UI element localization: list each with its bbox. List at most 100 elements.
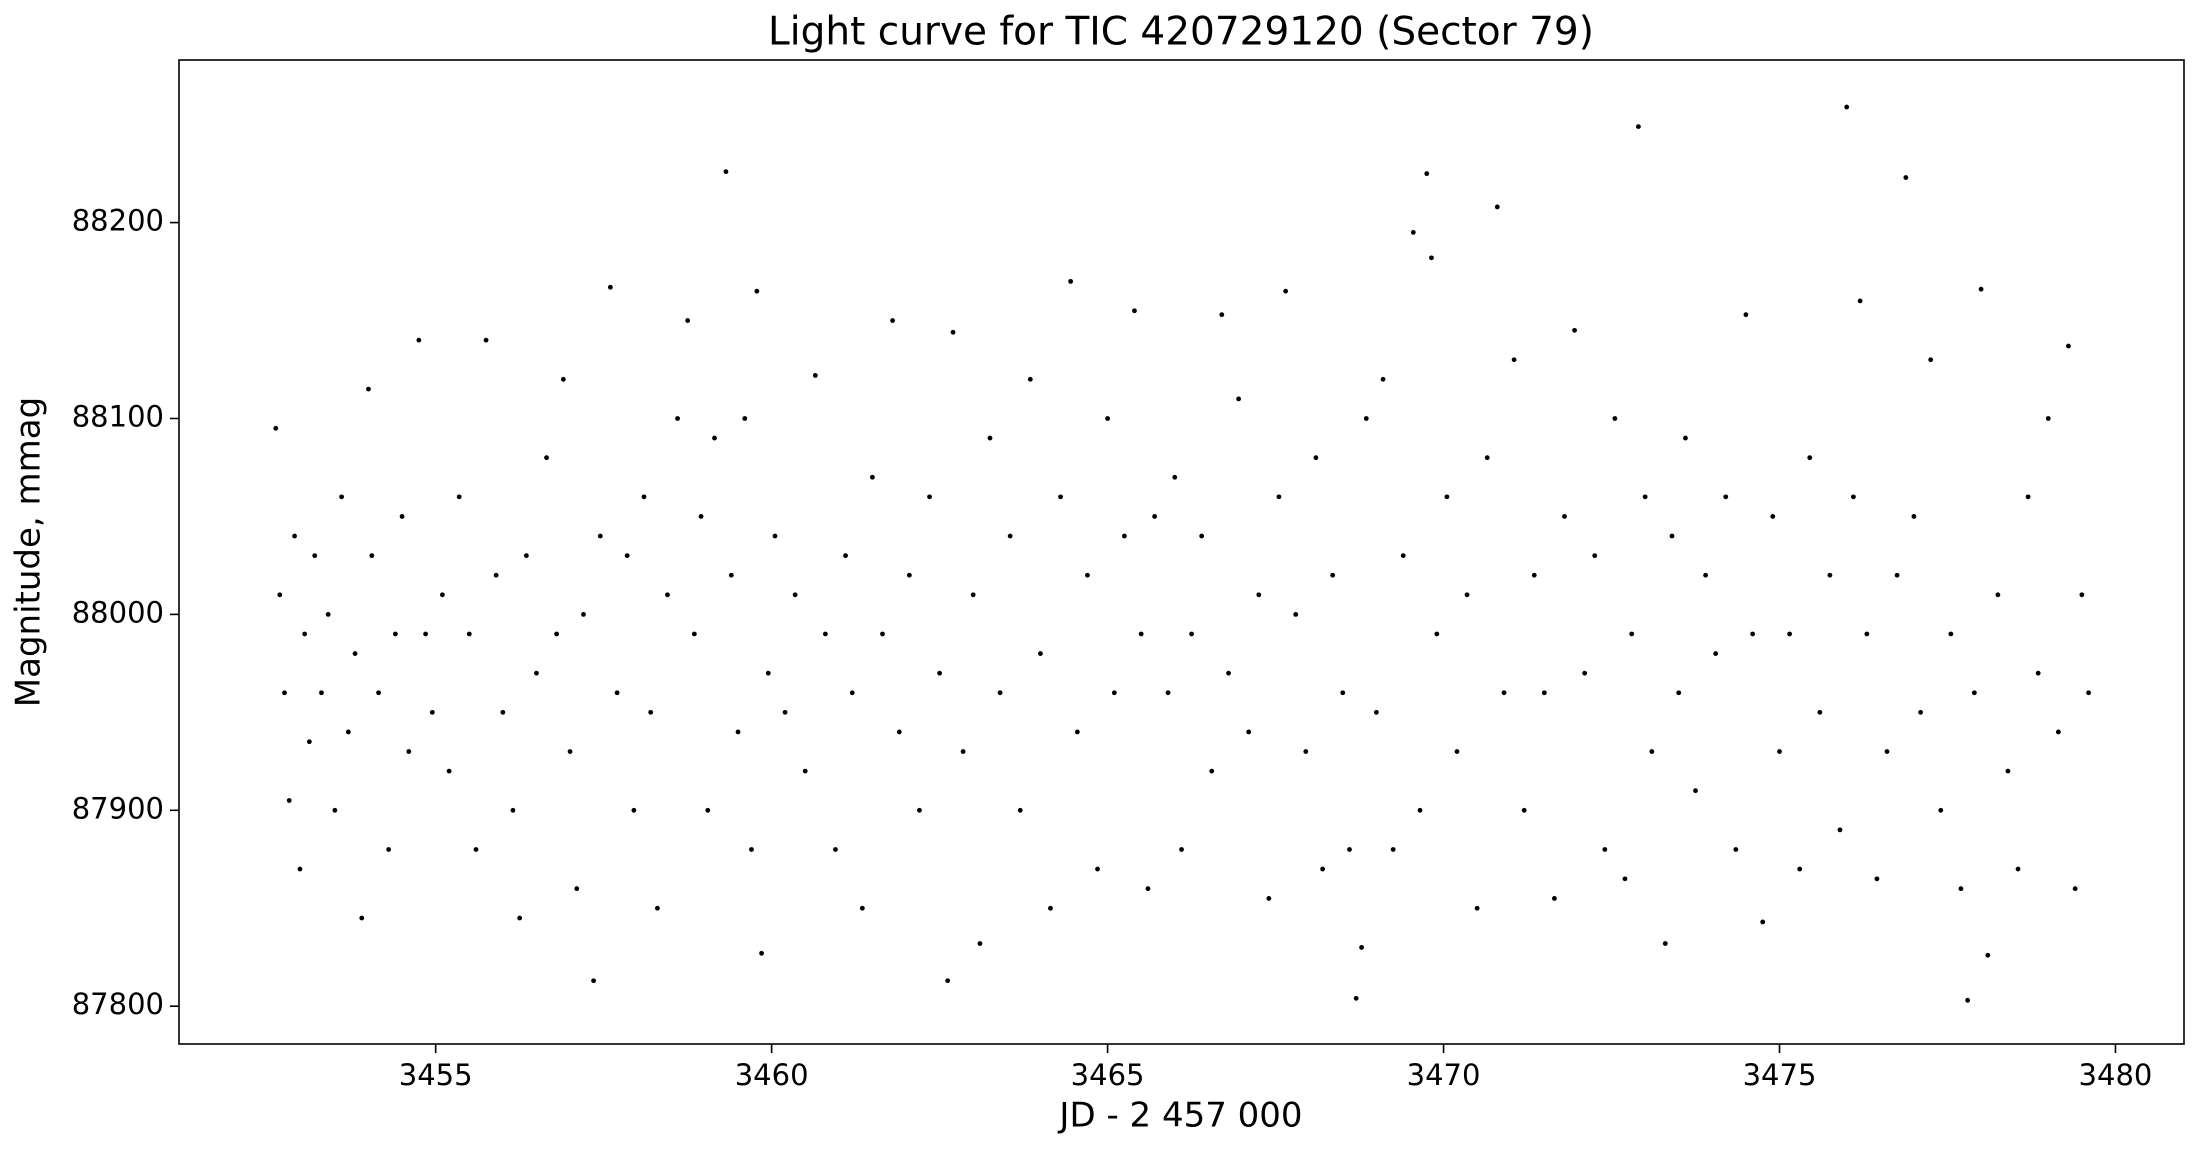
data-point (1037, 651, 1043, 656)
data-point (1209, 768, 1215, 774)
data-point (1313, 455, 1319, 461)
data-point (977, 941, 983, 946)
data-point (325, 611, 331, 617)
data-point (1948, 631, 1954, 637)
data-point (429, 709, 435, 715)
data-point (352, 651, 358, 656)
data-point (1444, 494, 1450, 500)
data-point (1293, 611, 1299, 617)
data-point (624, 553, 630, 559)
data-point (2072, 886, 2078, 892)
data-point (742, 416, 748, 421)
data-point (493, 572, 499, 578)
data-point (446, 768, 452, 774)
data-point (1552, 896, 1557, 901)
data-point (1541, 690, 1547, 696)
data-point (510, 807, 516, 813)
data-point (2066, 343, 2071, 349)
data-point (523, 553, 529, 559)
data-point (1226, 670, 1231, 676)
y-axis-label: Magnitude, mmag (9, 397, 49, 707)
data-point (2086, 690, 2091, 696)
data-point (1007, 533, 1013, 539)
data-point (456, 494, 462, 500)
data-point (1531, 572, 1537, 578)
data-point (1138, 631, 1144, 637)
data-point (1095, 866, 1100, 872)
data-point (1048, 905, 1053, 911)
data-point (2079, 592, 2085, 598)
data-point (1410, 229, 1416, 235)
y-tick-label: 87800 (72, 987, 164, 1021)
data-point (359, 915, 365, 921)
data-point (517, 915, 523, 921)
data-point (1918, 709, 1924, 715)
chart-title: Light curve for TIC 420729120 (Sector 79… (768, 10, 1594, 55)
data-point (423, 631, 428, 637)
data-point (1592, 553, 1598, 559)
data-point (473, 847, 479, 852)
data-point (386, 847, 392, 852)
data-point (641, 494, 647, 500)
data-point (945, 978, 951, 984)
data-point (812, 372, 818, 378)
data-point (1582, 670, 1588, 676)
data-point (1400, 553, 1406, 559)
data-point (406, 749, 412, 754)
data-point (1733, 847, 1739, 852)
data-point (1958, 886, 1964, 892)
plot-frame (178, 59, 2185, 1045)
data-point (339, 494, 345, 500)
data-point (277, 592, 283, 598)
data-point (1649, 749, 1655, 754)
data-point (567, 749, 573, 754)
data-point (282, 690, 287, 696)
data-point (302, 631, 308, 637)
data-point (917, 807, 922, 813)
data-point (1750, 631, 1756, 637)
x-tick-label: 3480 (2079, 1058, 2153, 1092)
data-point (1283, 288, 1289, 294)
data-point (1132, 308, 1137, 314)
data-point (1152, 514, 1158, 519)
data-point (1669, 533, 1675, 539)
data-point (1622, 876, 1628, 882)
data-point (723, 169, 729, 175)
data-point (987, 435, 993, 441)
data-point (1303, 749, 1309, 754)
data-point (1978, 286, 1984, 292)
data-point (1903, 175, 1909, 180)
data-point (1995, 592, 2001, 598)
data-point (1474, 905, 1480, 911)
data-point (765, 670, 771, 676)
data-point (1662, 941, 1668, 946)
data-point (366, 386, 371, 392)
data-point (1787, 631, 1792, 637)
data-point (1629, 631, 1635, 637)
data-point (2025, 494, 2031, 500)
data-point (1145, 886, 1151, 892)
x-tick-label: 3465 (1071, 1058, 1145, 1092)
data-point (880, 631, 885, 637)
data-point (392, 631, 398, 637)
data-point (648, 709, 654, 715)
data-point (1373, 709, 1379, 715)
data-point (849, 690, 855, 696)
data-point (1105, 416, 1110, 421)
data-point (560, 376, 566, 382)
data-point (416, 337, 422, 343)
data-point (1642, 494, 1648, 500)
x-tick-label: 3475 (1743, 1058, 1817, 1092)
data-point (1770, 514, 1776, 519)
data-point (1884, 749, 1890, 754)
data-point (1965, 997, 1971, 1003)
data-point (2055, 729, 2061, 735)
data-point (332, 807, 338, 813)
data-point (1713, 651, 1719, 656)
data-point (1429, 255, 1434, 261)
data-point (792, 592, 798, 598)
data-point (319, 690, 324, 696)
data-point (544, 455, 549, 461)
